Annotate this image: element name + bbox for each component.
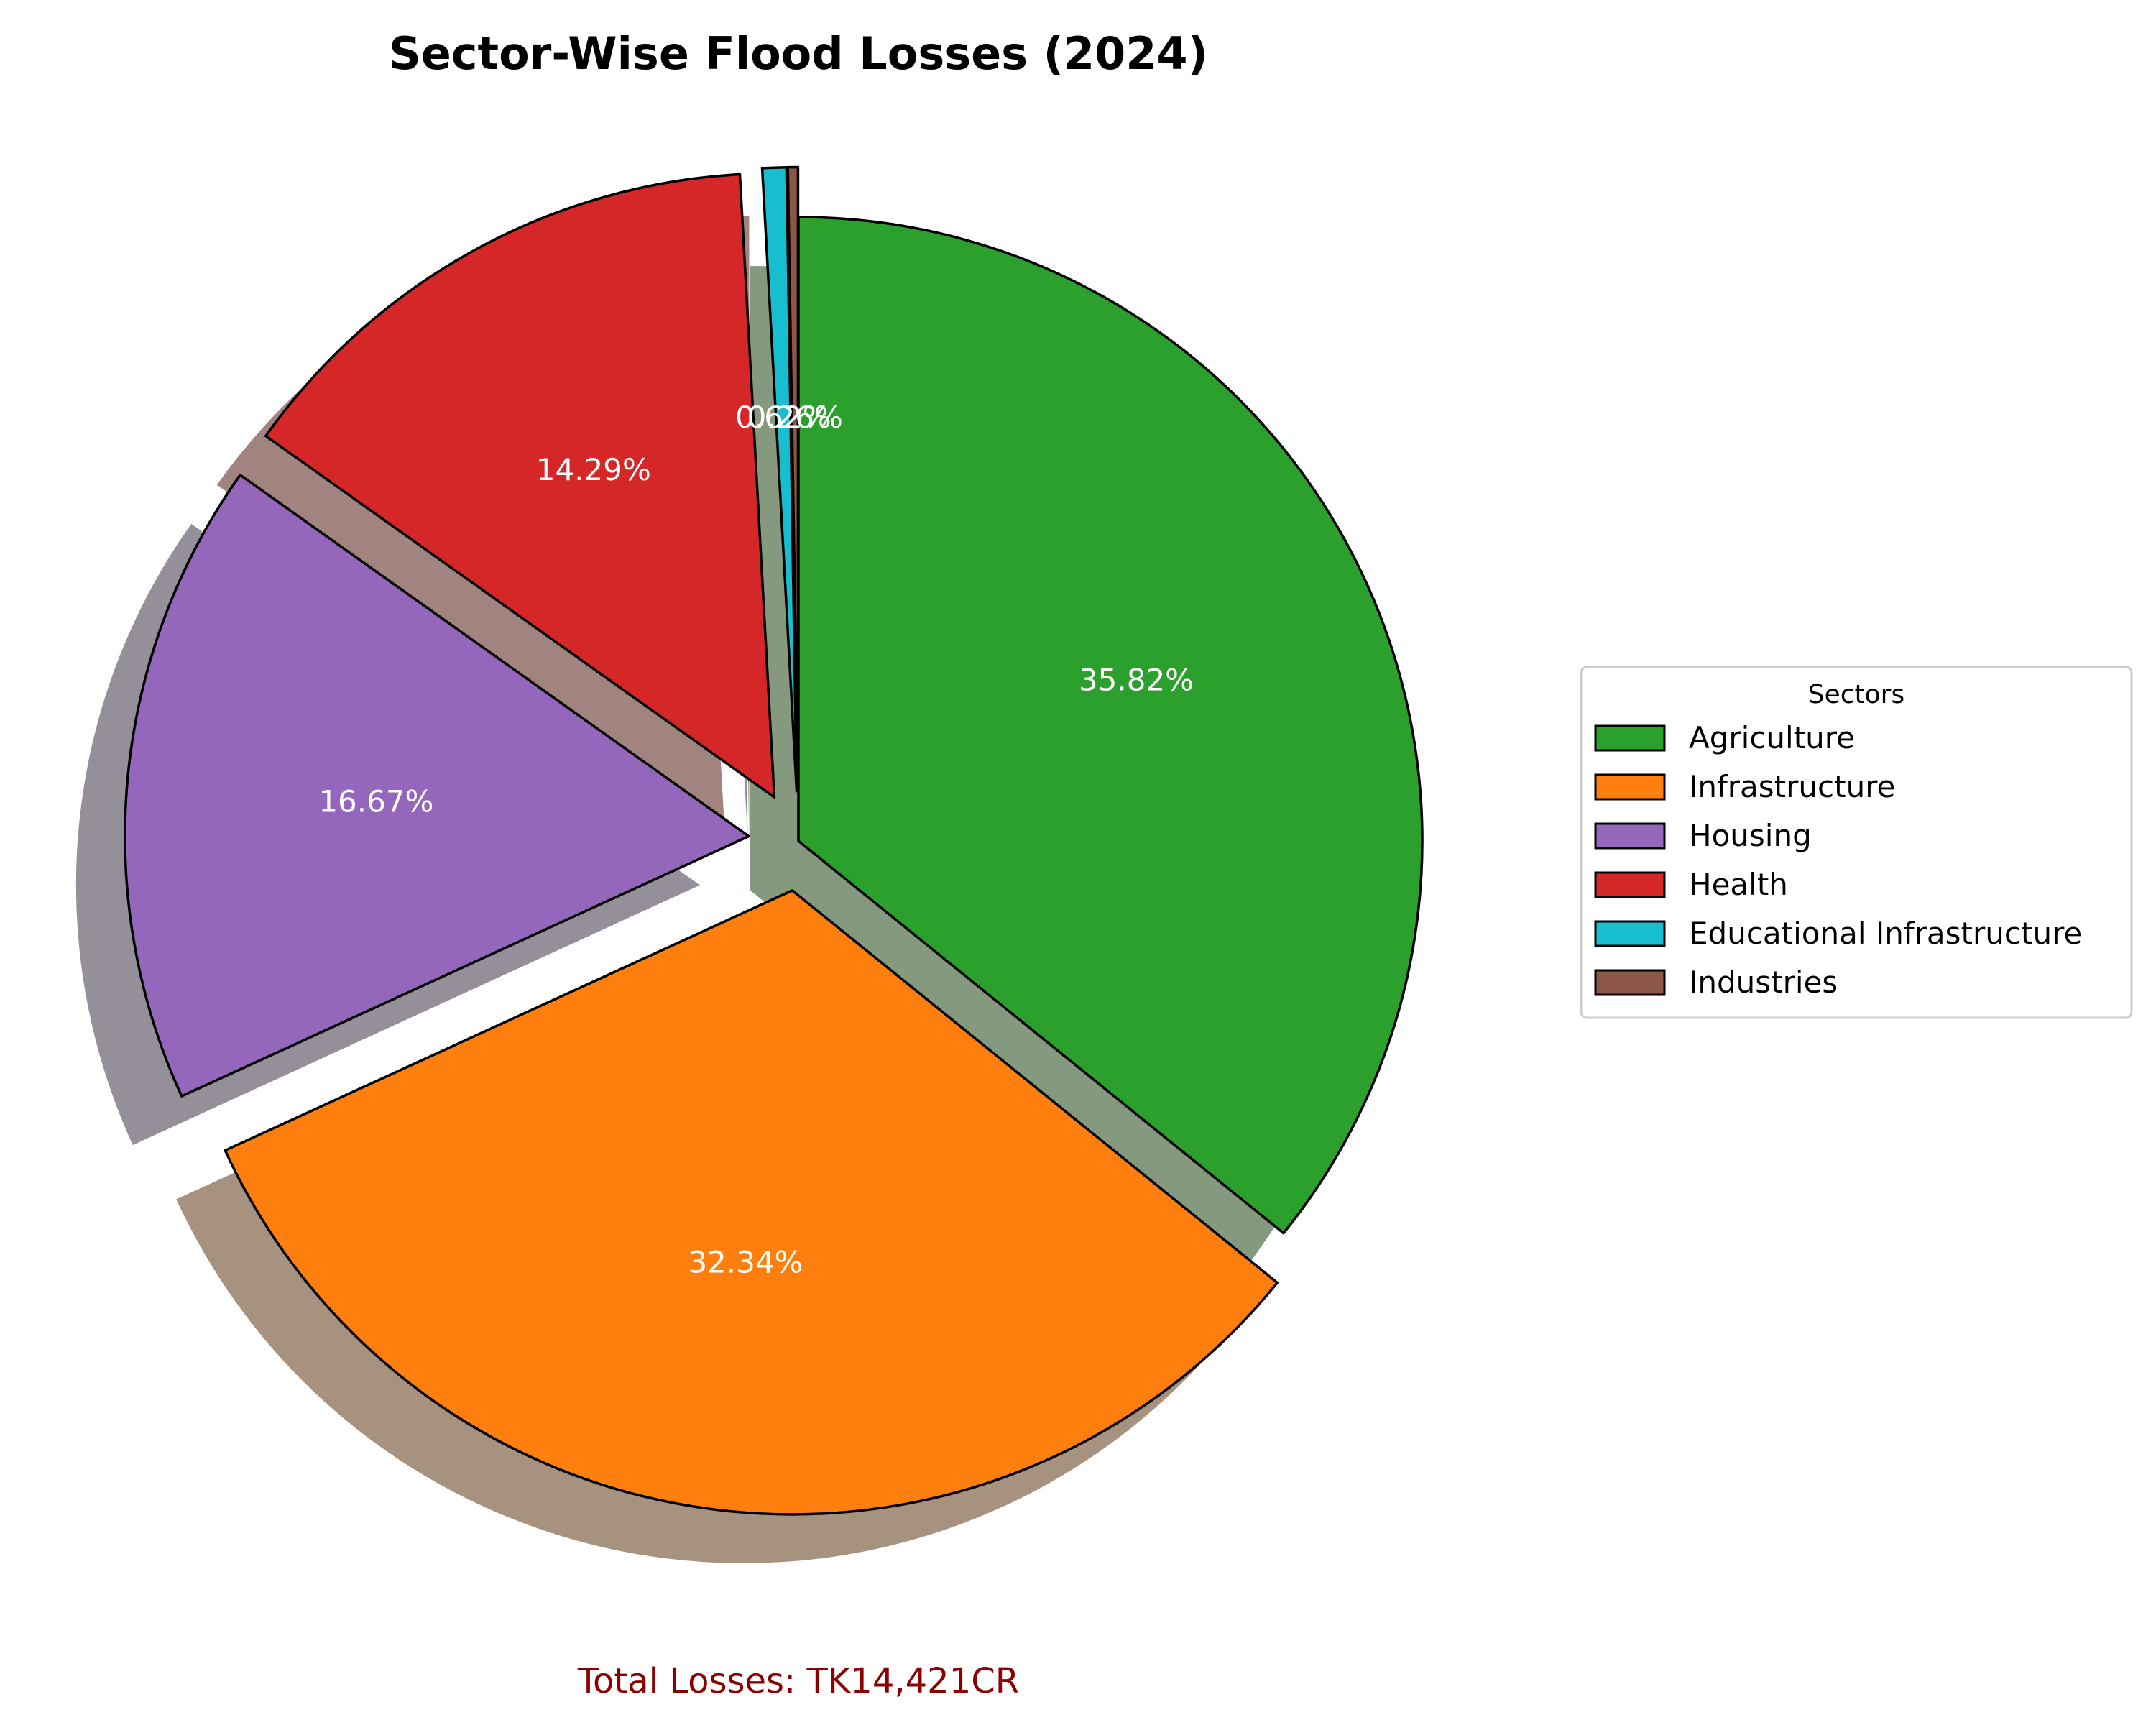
pct-label-health: 14.29%	[536, 452, 651, 487]
legend-label-industries: Industries	[1689, 965, 1838, 1000]
legend-frame	[1580, 666, 2133, 1019]
legend-swatch-educational-infrastructure	[1594, 920, 1666, 947]
legend-swatch-infrastructure	[1594, 773, 1666, 801]
legend-label-agriculture: Agriculture	[1689, 720, 1855, 755]
legend-swatch-industries	[1594, 969, 1666, 996]
slice-health	[264, 172, 776, 799]
legend-swatch-agriculture	[1594, 724, 1666, 752]
slice-educational-infrastructure	[760, 165, 798, 793]
legend: Sectors Agriculture Infrastructure Housing…	[1580, 666, 2133, 1019]
slice-infrastructure	[224, 889, 1279, 1516]
chart-title: Sector-Wise Flood Losses (2024)	[389, 27, 1208, 80]
total-losses-annotation: Total Losses: TK14,421CR	[577, 1661, 1019, 1701]
pie-slices	[124, 165, 1424, 1516]
pct-label-educational-infrastructure: 0.62%	[735, 400, 831, 435]
pct-label-infrastructure: 32.34%	[688, 1245, 803, 1280]
slice-labels: 35.82% 32.34% 16.67% 14.29% 0.62%0.26%	[318, 400, 1194, 1280]
pct-label-housing: 16.67%	[318, 784, 433, 819]
pct-label-industries: 0.26%	[747, 400, 842, 435]
legend-swatch-health	[1594, 871, 1666, 898]
legend-label-housing: Housing	[1689, 818, 1812, 853]
slice-industries	[786, 165, 800, 793]
legend-label-infrastructure: Infrastructure	[1689, 769, 1895, 804]
legend-swatch-housing	[1594, 822, 1666, 850]
slice-housing	[124, 474, 750, 1098]
legend-label-educational-infrastructure: Educational Infrastructure	[1689, 916, 2082, 951]
pct-label-agriculture: 35.82%	[1079, 663, 1194, 698]
legend-label-health: Health	[1689, 867, 1788, 902]
legend-title: Sectors	[1808, 680, 1905, 709]
legend-items: Agriculture Infrastructure Housing Health Ed…	[1594, 720, 2082, 1000]
slice-agriculture	[797, 216, 1424, 1235]
